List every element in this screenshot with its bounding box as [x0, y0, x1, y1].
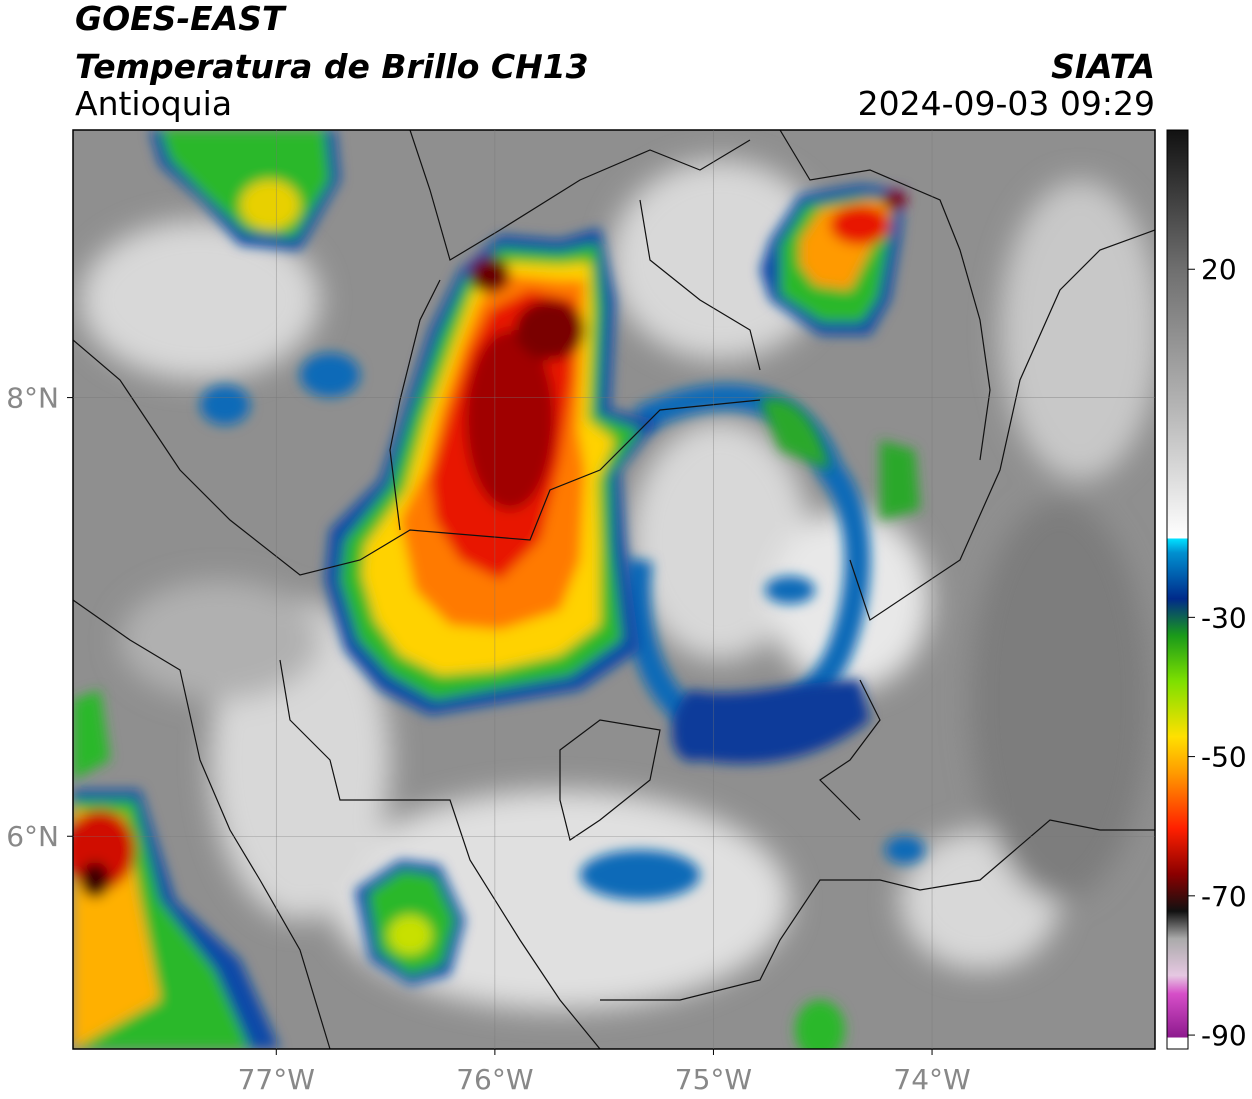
satellite-image — [73, 130, 1155, 1049]
x-tick-label: 76°W — [456, 1063, 533, 1096]
colorbar-tick-label: 20 — [1201, 253, 1237, 286]
colorbar-tick-label: -90 — [1201, 1019, 1247, 1052]
subtitle: Temperatura de Brillo CH13 — [75, 47, 589, 86]
colorbar-tick-label: -70 — [1201, 880, 1247, 913]
datetime: 2024-09-03 09:29 — [858, 84, 1155, 123]
title: GOES-EAST — [75, 0, 287, 38]
x-tick-label: 75°W — [675, 1063, 752, 1096]
colorbar — [1166, 129, 1189, 1050]
y-tick-label: 6°N — [6, 820, 59, 853]
source: SIATA — [1051, 47, 1155, 86]
colorbar-tick-label: -30 — [1201, 601, 1247, 634]
region: Antioquia — [75, 84, 232, 123]
x-tick-label: 77°W — [238, 1063, 315, 1096]
colorbar-tick-label: -50 — [1201, 741, 1247, 774]
y-tick-label: 8°N — [6, 382, 59, 415]
x-tick-label: 74°W — [893, 1063, 970, 1096]
map-frame — [72, 129, 1156, 1050]
